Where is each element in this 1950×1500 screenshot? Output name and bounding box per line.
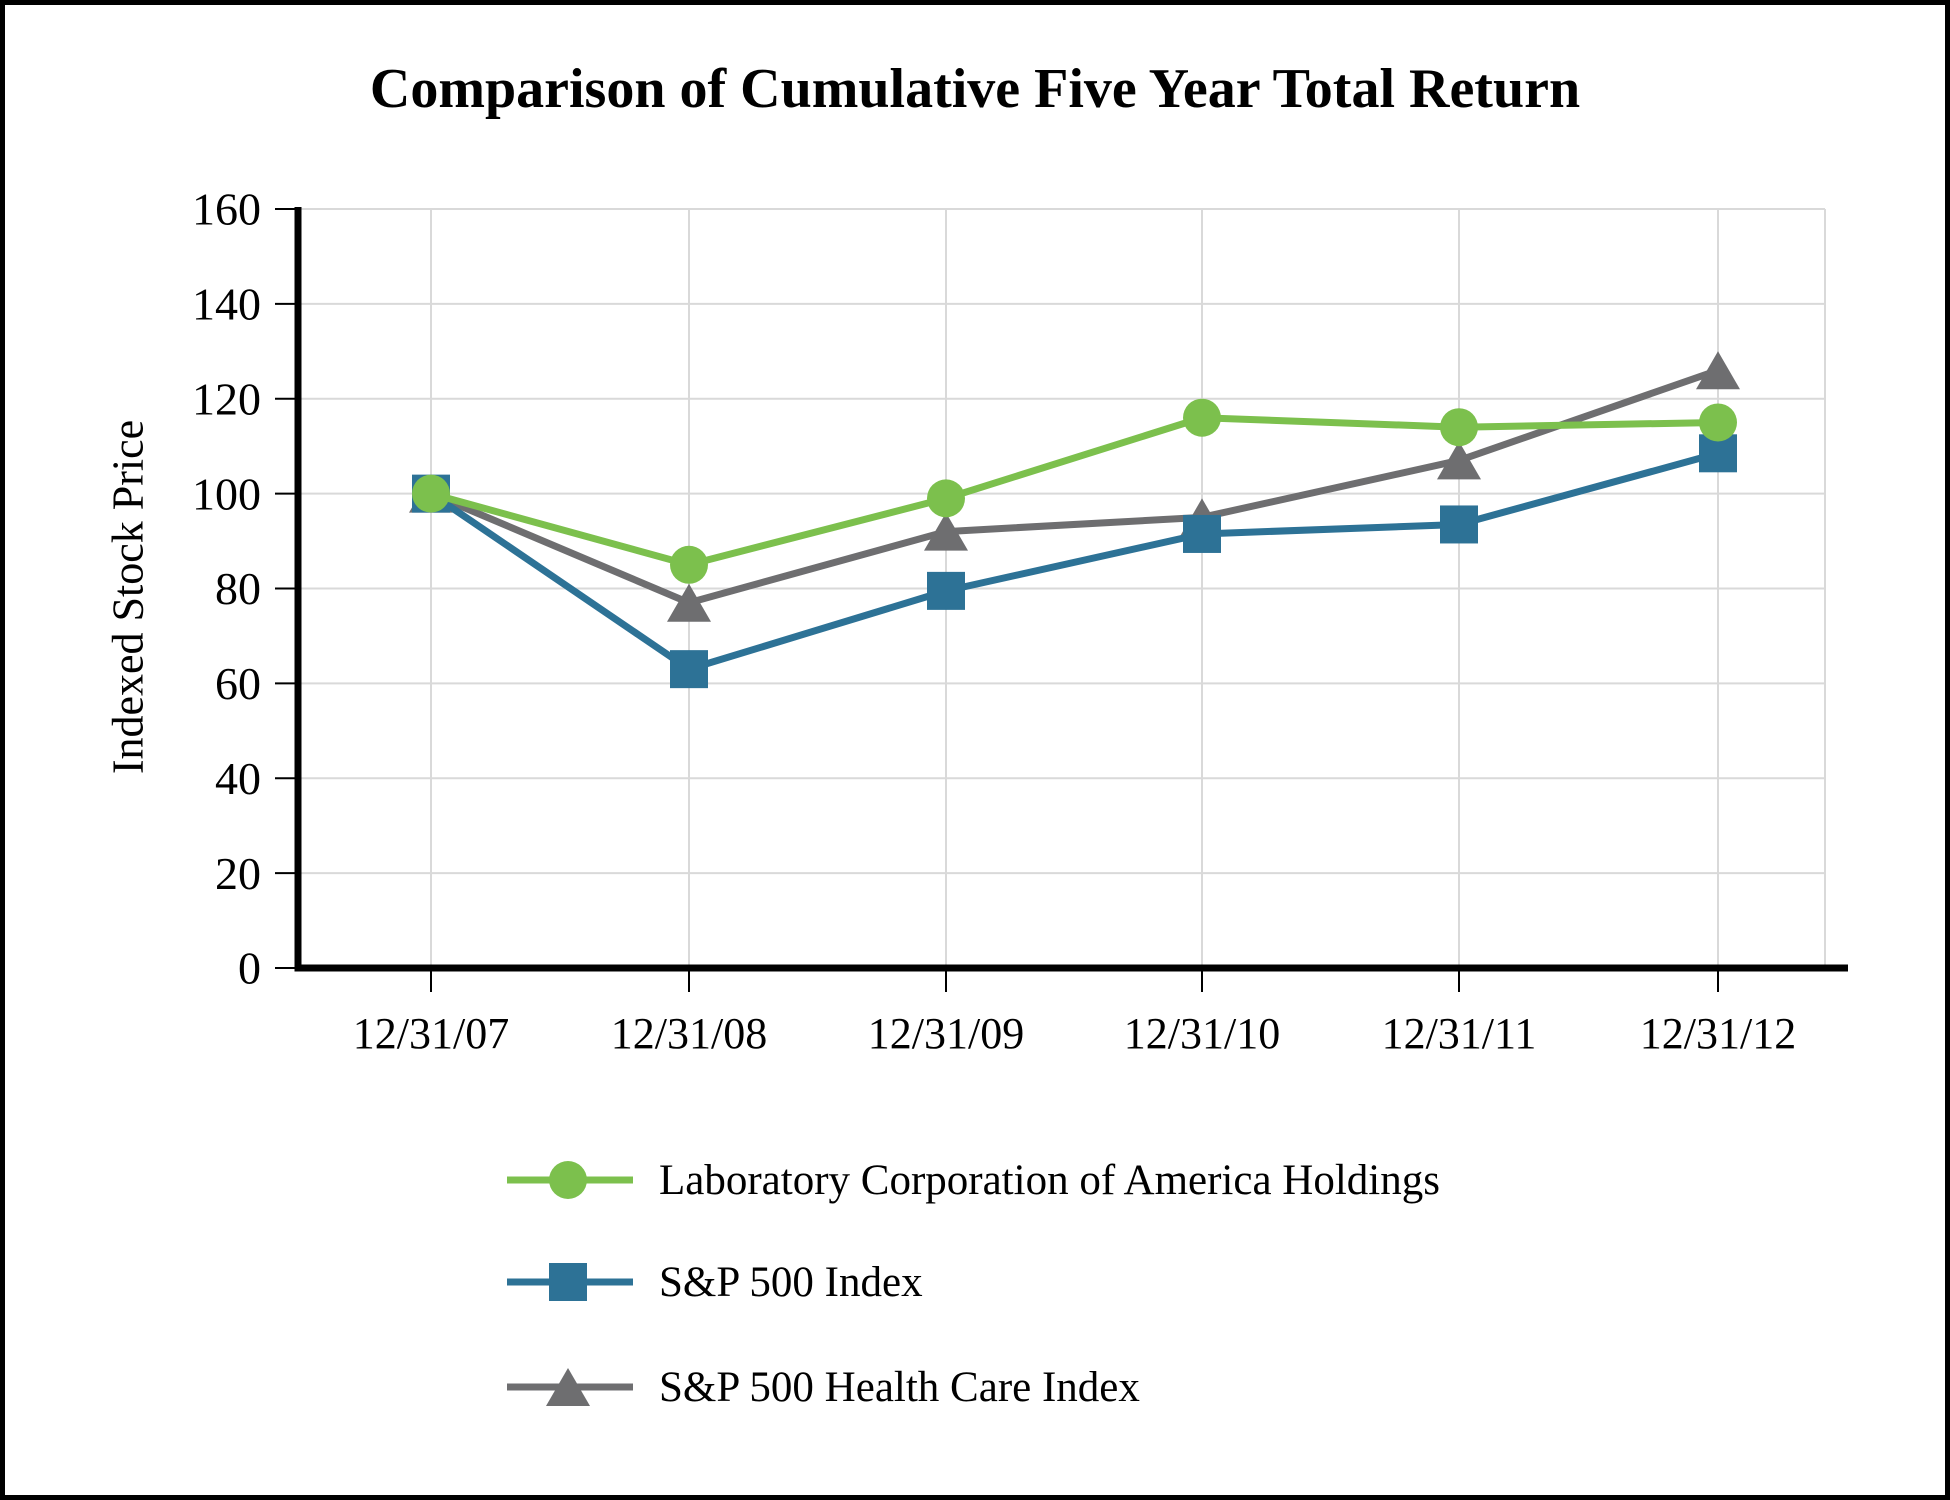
- y-tick-label: 20: [215, 848, 261, 899]
- data-point: [1183, 398, 1221, 437]
- x-tick-label: 12/31/09: [868, 1009, 1024, 1058]
- y-tick-label: 160: [192, 184, 261, 235]
- data-point: [412, 474, 450, 513]
- data-point: [927, 479, 965, 518]
- series-line-0: [430, 414, 1719, 569]
- legend-marker-triangle: [546, 1368, 590, 1406]
- legend-item-sp500: S&P 500 Index: [497, 1250, 923, 1314]
- data-point: [670, 650, 708, 689]
- legend-item-labcorp: Laboratory Corporation of America Holdin…: [497, 1148, 1440, 1212]
- data-point: [927, 571, 965, 610]
- data-point: [1440, 408, 1478, 447]
- legend-marker-square: [549, 1263, 587, 1301]
- sp500-line-square-icon: [507, 1263, 633, 1301]
- x-tick-label: 12/31/10: [1124, 1009, 1280, 1058]
- data-point: [1183, 514, 1221, 553]
- y-tick-label: 80: [215, 563, 261, 614]
- chart-title: Comparison of Cumulative Five Year Total…: [369, 58, 1581, 120]
- labcorp-line-circle-icon: [507, 1161, 633, 1199]
- series-line-2: [429, 366, 1720, 607]
- data-point: [1440, 505, 1478, 544]
- data-point: [1696, 351, 1740, 390]
- x-tick-label: 12/31/08: [611, 1009, 767, 1058]
- series-line-1: [429, 449, 1719, 673]
- series-0: [412, 398, 1737, 584]
- plot-area: 0 20 40 60 80 100 120 140 160 12/31/07 12/31/08 12/…: [192, 184, 1848, 1058]
- legend-label-labcorp: Laboratory Corporation of America Holdin…: [659, 1156, 1440, 1204]
- data-point: [1699, 403, 1737, 442]
- y-tick-label: 120: [192, 373, 261, 424]
- legend-item-sp500-healthcare: S&P 500 Health Care Index: [497, 1355, 1140, 1419]
- y-tick-label: 140: [192, 279, 261, 330]
- y-tick-label: 0: [238, 943, 261, 994]
- legend-marker-circle: [549, 1161, 587, 1199]
- y-tick-label: 100: [192, 468, 261, 519]
- x-tick-label: 12/31/11: [1382, 1009, 1537, 1058]
- series-1: [412, 434, 1737, 689]
- data-point: [924, 512, 968, 551]
- x-tick-label: 12/31/12: [1640, 1009, 1796, 1058]
- legend-label-sp500: S&P 500 Index: [659, 1258, 923, 1306]
- series-2: [409, 351, 1740, 622]
- y-tick-label: 40: [215, 753, 261, 804]
- axes: [275, 207, 1848, 992]
- data-point: [1437, 441, 1481, 480]
- y-tick-label: 60: [215, 658, 261, 709]
- sp500-healthcare-line-triangle-icon: [507, 1368, 633, 1406]
- legend-label-sp500-healthcare: S&P 500 Health Care Index: [659, 1363, 1140, 1411]
- series: [409, 351, 1740, 689]
- data-point: [667, 583, 711, 622]
- axis-labels: 0 20 40 60 80 100 120 140 160 12/31/07 12/31/08 12/…: [192, 184, 1796, 1058]
- data-point: [670, 545, 708, 584]
- gridlines: [301, 208, 1826, 968]
- x-tick-label: 12/31/07: [353, 1009, 509, 1058]
